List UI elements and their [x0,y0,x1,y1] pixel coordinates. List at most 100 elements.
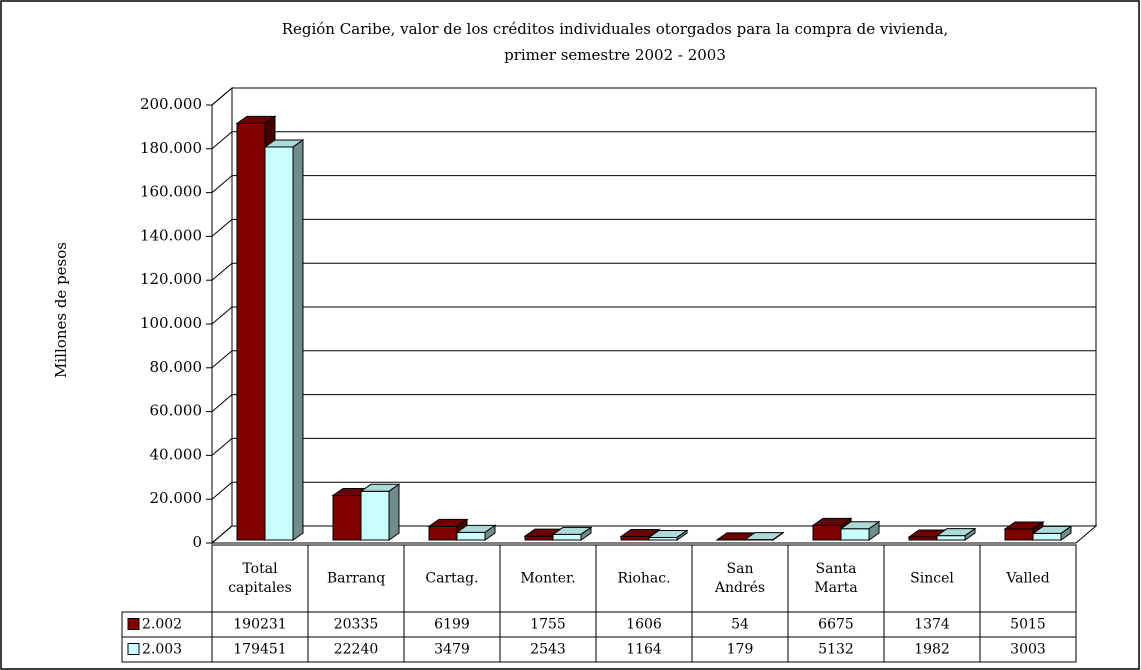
grid-line [211,131,1096,150]
table-value: 22240 [334,642,379,658]
bar-side [1060,525,1072,541]
table-value: 6199 [434,617,470,633]
table-value: 179 [727,642,754,658]
bar-front [1032,532,1062,541]
table-value: 1982 [914,642,950,658]
grid-line [211,394,1096,412]
x-tick-label: Santa Marta [814,561,857,596]
grid-line [211,481,1096,500]
x-tick-label-line: Cartag. [425,571,478,587]
bar [359,483,401,541]
table-value: 190231 [233,617,286,633]
bar-side [676,529,688,541]
x-tick-label-line: Andrés [714,580,765,596]
bar [743,531,785,541]
bar-side [772,531,784,541]
bar-front [840,528,870,541]
legend-label: 2.003 [142,642,182,658]
chart-title: primer semestre 2002 - 2003 [504,46,726,64]
bar-side [580,526,592,541]
x-tick-label-line: Marta [814,580,857,596]
x-tick-label: San Andrés [714,561,765,596]
table-value: 2543 [530,642,566,658]
bar-front [524,535,554,541]
y-tick-label: 160.000 [140,183,202,201]
bar [263,139,305,541]
bar [1031,525,1073,541]
bar-side [292,139,304,541]
table-value: 5132 [818,642,854,658]
x-tick-label-line: Sincel [910,571,954,587]
table-value: 1755 [530,617,566,633]
y-tick-label: 100.000 [140,314,202,332]
bar-side [868,520,880,541]
bar-front [360,490,390,541]
grid-line [211,525,1096,544]
bar-side [388,483,400,541]
bar [647,529,689,541]
table-value: 179451 [233,642,286,658]
y-tick-label: 140.000 [140,226,202,244]
grid-line [211,175,1096,193]
x-tick-label: Total capitales [228,561,292,596]
table-value: 1606 [626,617,662,633]
x-tick-label-line: Total [242,561,278,577]
grid-line [211,218,1096,237]
table-value: 1374 [914,617,950,633]
table-value: 20335 [334,617,379,633]
x-tick-label: Barranq [327,571,385,587]
legend-swatch [127,618,140,630]
bar-front [936,535,966,541]
bar [455,524,497,541]
legend-swatch [127,643,140,655]
bar [551,526,593,541]
y-tick-label: 60.000 [150,402,203,420]
bar [935,527,977,541]
x-tick-label-line: Valled [1005,571,1049,587]
bar-side [964,527,976,541]
y-tick-label: 180.000 [140,139,202,157]
legend-label: 2.002 [142,617,182,633]
x-tick-label-line: Santa [816,561,857,577]
table-value: 3479 [434,642,470,658]
grid-line [211,306,1096,325]
bar-front [236,122,266,541]
table-border [211,544,1077,663]
table-value: 3003 [1010,642,1046,658]
x-tick-label: Cartag. [425,571,478,587]
y-tick-label: 120.000 [140,270,202,288]
x-tick-label-line: Riohac. [617,571,670,587]
y-tick-label: 200.000 [140,95,202,113]
bar-front [264,146,294,541]
bar-front [812,524,842,541]
y-tick-label: 40.000 [150,445,203,463]
bar-front [1004,528,1034,541]
bar-front [456,531,486,541]
grid-line [211,350,1096,369]
y-axis-label: Millones de pesos [52,242,70,378]
bar-front [620,535,650,541]
y-tick-label: 20.000 [150,489,203,507]
bar-front [428,525,458,541]
grid-line [211,262,1096,281]
x-tick-label: Riohac. [617,571,670,587]
y-tick-label: 80.000 [150,358,203,376]
x-tick-label: Valled [1005,571,1049,587]
table-value: 1164 [626,642,662,658]
x-tick-label-line: capitales [228,580,292,596]
grid-line [211,437,1096,456]
grid-line [211,87,1096,106]
table-value: 5015 [1010,617,1046,633]
table-value: 6675 [818,617,854,633]
y-tick-label: 0 [192,533,202,551]
x-tick-label: Sincel [910,571,954,587]
chart-title: Región Caribe, valor de los créditos ind… [282,20,949,38]
x-tick-label-line: San [727,561,754,577]
x-tick-label-line: Monter. [520,571,575,587]
x-tick-label: Monter. [520,571,575,587]
table-value: 54 [731,617,749,633]
bar-front [332,494,362,541]
bar [839,520,881,541]
x-tick-label-line: Barranq [327,571,385,587]
